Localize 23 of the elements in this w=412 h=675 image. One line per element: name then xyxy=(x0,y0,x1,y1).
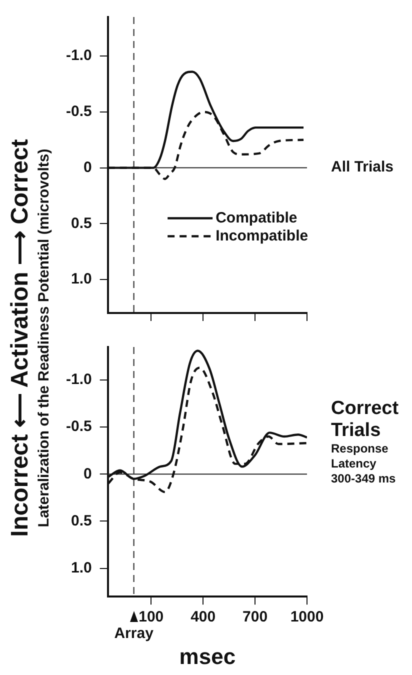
text: All Trials xyxy=(331,158,394,176)
x-tick-label: 1000 xyxy=(290,608,324,626)
x-axis-title: msec xyxy=(179,644,236,669)
y-tick-label: 0 xyxy=(84,158,92,176)
y-tick-label: -1.0 xyxy=(66,47,92,64)
x-tick-label: 400 xyxy=(190,608,216,626)
x-tick-label: 700 xyxy=(242,608,268,626)
y-axis-title: Lateralization of the Readiness Potential (microvolts) xyxy=(36,148,52,528)
text: Response Latency 300-349 ms xyxy=(331,441,396,486)
text: Incorrect ⟵ Activation ⟶ Correct xyxy=(6,139,34,537)
y-tick-label: 0.5 xyxy=(70,214,92,232)
y-tick-label: 0 xyxy=(84,465,92,482)
y-tick-label: -0.5 xyxy=(66,418,92,436)
y-tick-label: -1.0 xyxy=(66,371,92,388)
y-tick-label: 0.5 xyxy=(70,512,92,530)
x-tick-label: 100 xyxy=(138,608,164,626)
text: Correct Trials xyxy=(331,398,400,441)
ref-line-label: Array xyxy=(114,625,154,642)
y-tick-label: -0.5 xyxy=(66,103,92,120)
y-tick-label: 1.0 xyxy=(70,270,92,288)
y-tick-label: 1.0 xyxy=(70,559,92,576)
legend-label: Compatible xyxy=(216,209,298,226)
legend-label: Incompatible xyxy=(216,227,308,244)
